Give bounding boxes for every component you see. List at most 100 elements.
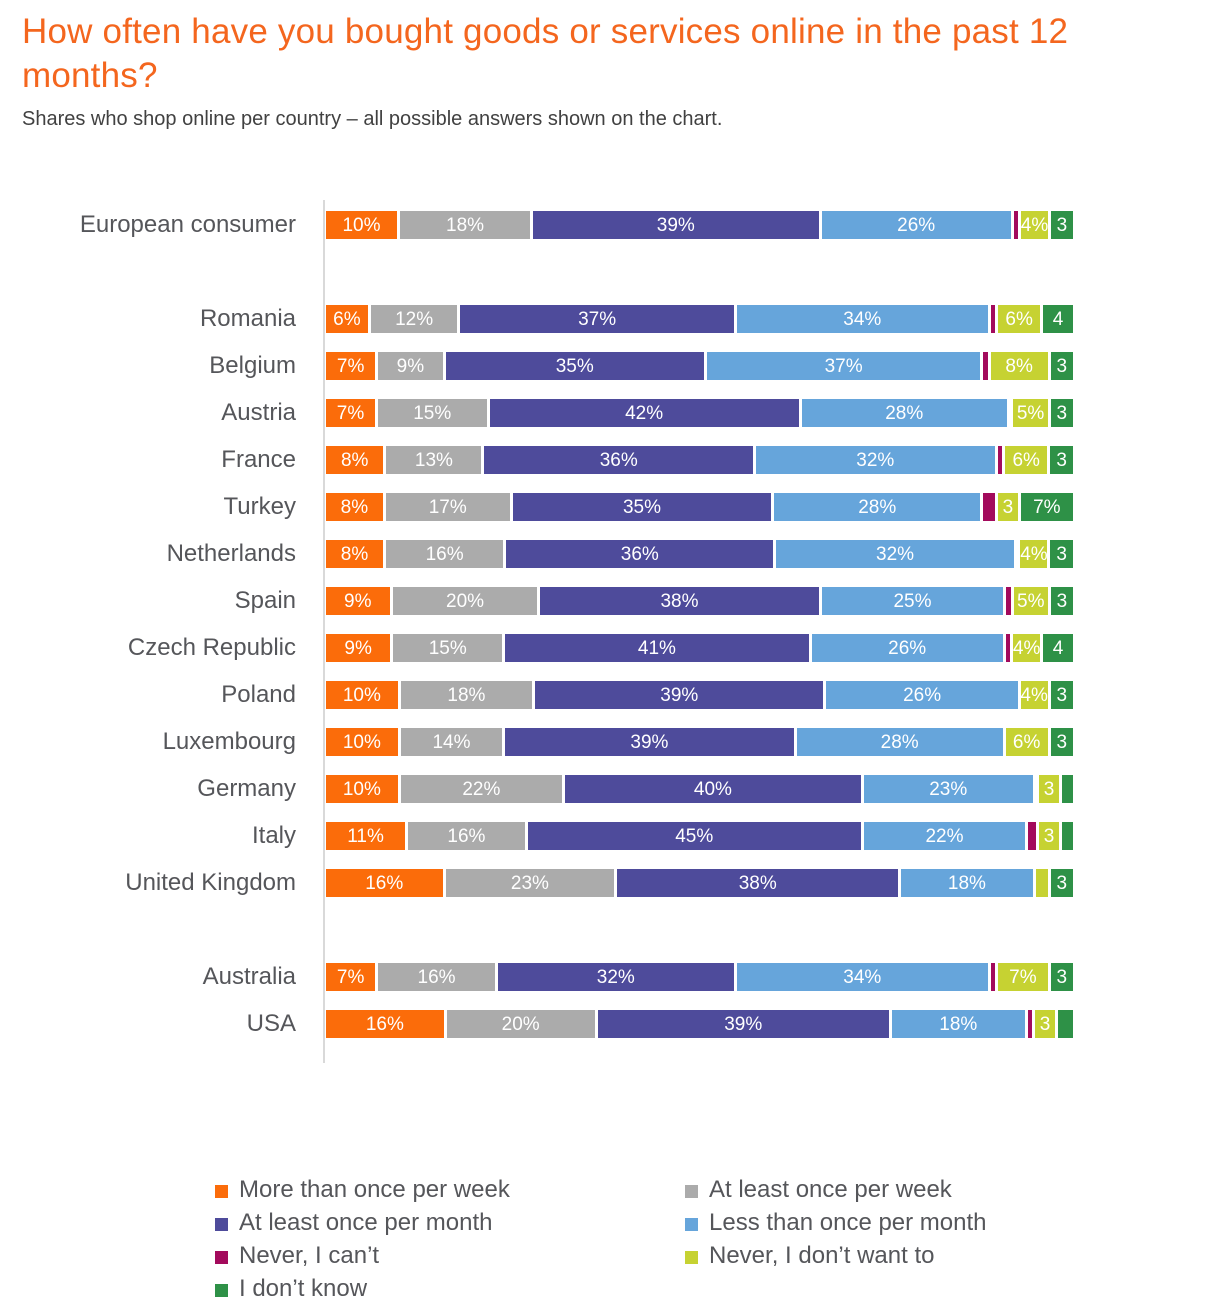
bar-segment-i-dont-know: 3 bbox=[1050, 399, 1073, 427]
chart-row: Germany 10% 22% 40% 23% 3 bbox=[0, 775, 1210, 803]
segment-value-label: 8% bbox=[340, 543, 369, 565]
segment-value-label: 3 bbox=[1043, 778, 1055, 800]
segment-value-label: 4 bbox=[1052, 637, 1064, 659]
chart-title: How often have you bought goods or servi… bbox=[22, 12, 1069, 95]
bar-segment-i-dont-know: 3 bbox=[1050, 728, 1073, 756]
segment-value-label: 12% bbox=[395, 308, 434, 330]
bar-track: 7% 15% 42% 28% 5% 3 bbox=[326, 399, 1073, 427]
segment-value-label: 3 bbox=[1056, 731, 1068, 753]
segment-value-label: 8% bbox=[340, 449, 369, 471]
segment-value-label: 35% bbox=[555, 355, 594, 377]
segment-value-label: 6% bbox=[1005, 308, 1033, 330]
segment-value-label: 5% bbox=[1016, 402, 1045, 424]
country-label: Romania bbox=[199, 305, 296, 332]
bar-segment-less-than-once-per-month: 26% bbox=[821, 211, 1014, 239]
segment-value-label: 3 bbox=[1056, 872, 1068, 894]
legend-item-at-least-once-per-month: At least once per month bbox=[215, 1211, 685, 1235]
bar-segment-never-i-cant bbox=[1009, 399, 1014, 427]
segment-value-label: 16% bbox=[365, 1013, 404, 1035]
country-label: Austria bbox=[221, 399, 296, 426]
segment-value-label: 36% bbox=[620, 543, 659, 565]
bar-segment-at-least-once-per-week: 12% bbox=[370, 305, 461, 333]
segment-value-label: 6% bbox=[1012, 449, 1040, 471]
legend-label: Never, I don’t want to bbox=[709, 1242, 935, 1269]
bar-segment-i-dont-know bbox=[1061, 822, 1073, 850]
bar-segment-never-i-dont-want-to: 3 bbox=[1039, 822, 1062, 850]
bar-segment-never-i-dont-want-to: 6% bbox=[1005, 446, 1051, 474]
bar-segment-at-least-once-per-month: 36% bbox=[484, 446, 757, 474]
segment-value-label: 26% bbox=[897, 214, 936, 236]
segment-value-label: 39% bbox=[656, 214, 695, 236]
bar-track: 10% 22% 40% 23% 3 bbox=[326, 775, 1073, 803]
segment-value-label: 34% bbox=[843, 308, 882, 330]
bar-segment-more-than-once-per-week: 8% bbox=[326, 540, 387, 568]
segment-value-label: 7% bbox=[336, 402, 365, 424]
country-label: Spain bbox=[234, 587, 296, 614]
bar-segment-less-than-once-per-month: 32% bbox=[756, 446, 998, 474]
legend-item-i-dont-know: I don’t know bbox=[215, 1277, 685, 1301]
bar-segment-at-least-once-per-month: 38% bbox=[617, 869, 902, 897]
chart-row: Czech Republic 9% 15% 41% 26% 4% 4 bbox=[0, 634, 1210, 662]
legend-label: Never, I can’t bbox=[239, 1242, 380, 1269]
bar-track: 10% 18% 39% 26% 4% 3 bbox=[326, 681, 1073, 709]
bar-segment-more-than-once-per-week: 9% bbox=[326, 634, 394, 662]
bar-segment-at-least-once-per-month: 39% bbox=[505, 728, 797, 756]
segment-value-label: 36% bbox=[599, 449, 638, 471]
bar-track: 6% 12% 37% 34% 6% 4 bbox=[326, 305, 1073, 333]
chart-row: Netherlands 8% 16% 36% 32% 4% 3 bbox=[0, 540, 1210, 568]
segment-value-label: 3 bbox=[1056, 590, 1068, 612]
segment-value-label: 4 bbox=[1052, 308, 1064, 330]
bar-segment-more-than-once-per-week: 8% bbox=[326, 493, 386, 521]
bar-segment-at-least-once-per-month: 39% bbox=[535, 681, 827, 709]
segment-value-label: 9% bbox=[396, 355, 425, 377]
bar-segment-at-least-once-per-week: 13% bbox=[386, 446, 485, 474]
segment-value-label: 15% bbox=[413, 402, 452, 424]
segment-value-label: 28% bbox=[885, 402, 924, 424]
bar-track: 9% 15% 41% 26% 4% 4 bbox=[326, 634, 1073, 662]
chart-row: Luxembourg 10% 14% 39% 28% 6% 3 bbox=[0, 728, 1210, 756]
bar-segment-more-than-once-per-week: 10% bbox=[326, 681, 401, 709]
bar-segment-never-i-dont-want-to: 6% bbox=[998, 305, 1044, 333]
bar-segment-never-i-cant bbox=[983, 352, 991, 380]
legend-label: At least once per week bbox=[709, 1176, 952, 1203]
chart-row: Australia 7% 16% 32% 34% 7% 3 bbox=[0, 963, 1210, 991]
legend-label: Less than once per month bbox=[709, 1209, 987, 1236]
bar-segment-less-than-once-per-month: 26% bbox=[826, 681, 1021, 709]
bar-segment-less-than-once-per-month: 28% bbox=[774, 493, 984, 521]
bar-segment-at-least-once-per-week: 14% bbox=[400, 728, 506, 756]
chart-row: Austria 7% 15% 42% 28% 5% 3 bbox=[0, 399, 1210, 427]
segment-value-label: 3 bbox=[1043, 825, 1055, 847]
segment-value-label: 15% bbox=[428, 637, 467, 659]
bar-track: 11% 16% 45% 22% 3 bbox=[326, 822, 1073, 850]
bar-segment-never-i-cant bbox=[1016, 540, 1021, 568]
segment-value-label: 37% bbox=[824, 355, 863, 377]
legend-label: At least once per month bbox=[239, 1209, 493, 1236]
segment-value-label: 32% bbox=[596, 966, 635, 988]
segment-value-label: 4% bbox=[1020, 543, 1048, 565]
bar-segment-at-least-once-per-month: 41% bbox=[505, 634, 812, 662]
bar-track: 7% 16% 32% 34% 7% 3 bbox=[326, 963, 1073, 991]
segment-value-label: 3 bbox=[1056, 966, 1068, 988]
segment-value-label: 32% bbox=[856, 449, 895, 471]
bar-segment-more-than-once-per-week: 7% bbox=[326, 399, 379, 427]
bar-track: 16% 23% 38% 18% 3 bbox=[326, 869, 1073, 897]
bar-segment-never-i-dont-want-to: 7% bbox=[998, 963, 1051, 991]
stacked-bar-chart: European consumer 10% 18% 39% 26% 4% 3 Romania 6… bbox=[0, 200, 1210, 1063]
chart-row: Poland 10% 18% 39% 26% 4% 3 bbox=[0, 681, 1210, 709]
bar-segment-i-dont-know bbox=[1061, 775, 1073, 803]
country-label: Australia bbox=[202, 963, 296, 990]
country-label: Turkey bbox=[223, 493, 296, 520]
bar-segment-less-than-once-per-month: 37% bbox=[706, 352, 984, 380]
row-spacer bbox=[0, 916, 1210, 944]
legend-item-never-i-cant: Never, I can’t bbox=[215, 1244, 685, 1268]
legend-swatch-more-than-once-per-week bbox=[215, 1184, 228, 1198]
chart-row: Turkey 8% 17% 35% 28% 3 7% bbox=[0, 493, 1210, 521]
bar-segment-never-i-cant bbox=[1005, 634, 1014, 662]
country-label: Netherlands bbox=[166, 540, 296, 567]
segment-value-label: 41% bbox=[637, 637, 676, 659]
bar-segment-more-than-once-per-week: 10% bbox=[326, 211, 400, 239]
bar-track: 16% 20% 39% 18% 3 bbox=[326, 1010, 1073, 1038]
chart-row: France 8% 13% 36% 32% 6% 3 bbox=[0, 446, 1210, 474]
bar-segment-never-i-cant bbox=[1028, 822, 1040, 850]
bar-segment-less-than-once-per-month: 28% bbox=[796, 728, 1006, 756]
